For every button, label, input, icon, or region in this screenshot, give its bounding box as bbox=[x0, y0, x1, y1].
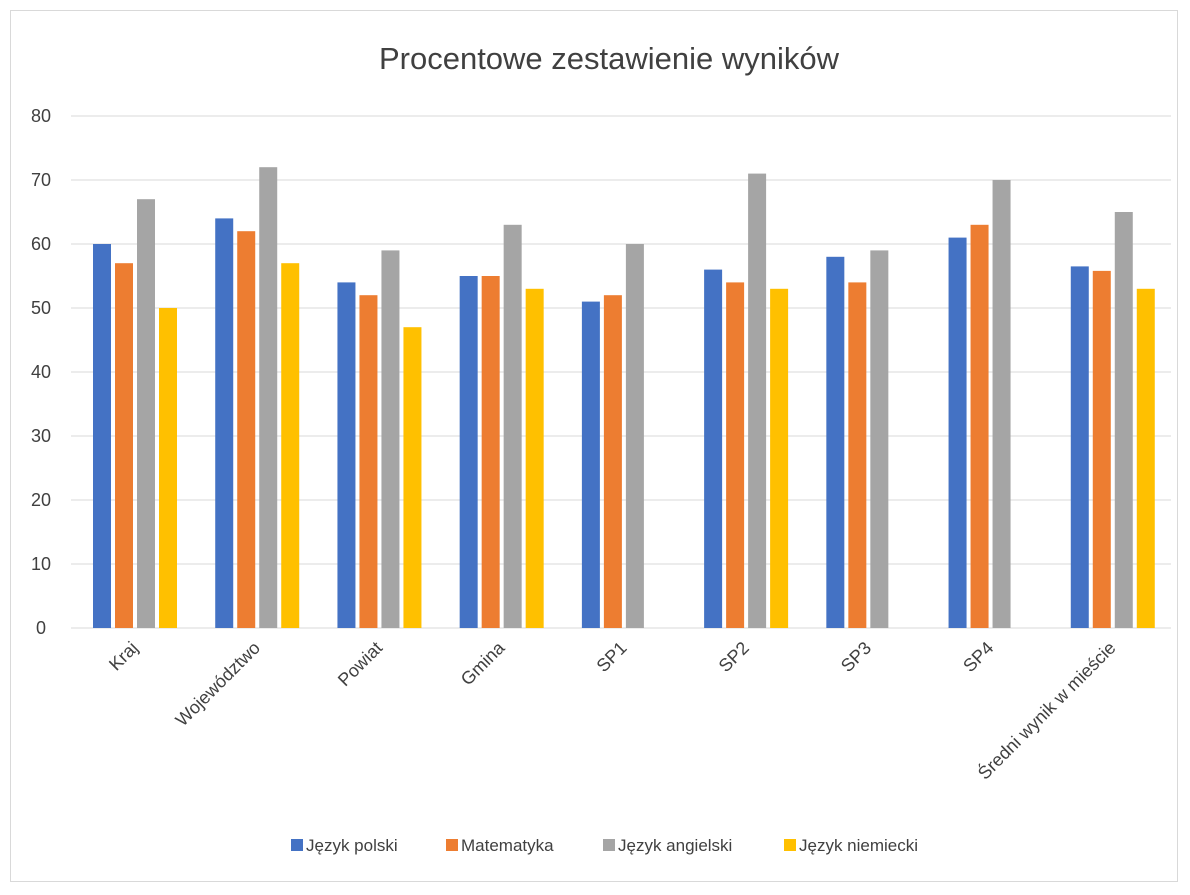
x-category-label: Województwo bbox=[172, 638, 264, 730]
legend-item-matematyka: Matematyka bbox=[446, 836, 554, 855]
x-category-label: Powiat bbox=[334, 638, 386, 690]
chart-frame: Procentowe zestawienie wyników 0 10 20 30 40… bbox=[10, 10, 1178, 882]
x-category-label: Kraj bbox=[105, 638, 142, 675]
bar-jezyk-angielski-sp1 bbox=[625, 244, 644, 628]
chart-title: Procentowe zestawienie wyników bbox=[379, 41, 840, 76]
bar-jezyk-angielski-sp4 bbox=[992, 180, 1011, 628]
bar-jezyk-polski-sredni-wynik-w-miescie bbox=[1070, 266, 1089, 628]
bar-matematyka-powiat bbox=[359, 295, 378, 628]
bar-jezyk-niemiecki-kraj bbox=[159, 308, 177, 628]
y-tick-label: 60 bbox=[31, 234, 51, 254]
bar-matematyka-sp4 bbox=[970, 224, 989, 629]
legend-swatch bbox=[291, 839, 303, 851]
y-tick-label: 20 bbox=[31, 490, 51, 510]
y-tick-label: 30 bbox=[31, 426, 51, 446]
bar-matematyka-wojewodztwo bbox=[237, 231, 256, 628]
legend-label: Język angielski bbox=[618, 836, 732, 855]
legend-swatch bbox=[446, 839, 458, 851]
bar-jezyk-niemiecki-sp2 bbox=[770, 288, 789, 628]
bar-jezyk-angielski-powiat bbox=[381, 250, 400, 628]
x-axis-categories: Kraj Województwo Powiat Gmina SP1 SP2 SP3 SP4Śr… bbox=[105, 637, 1120, 783]
bar-jezyk-niemiecki-wojewodztwo bbox=[281, 263, 300, 628]
x-category-label: Średni wynik w mieście bbox=[973, 637, 1119, 783]
bar-chart: Procentowe zestawienie wyników 0 10 20 30 40… bbox=[31, 41, 1171, 855]
bar-jezyk-niemiecki-gmina bbox=[525, 288, 544, 628]
bar-jezyk-polski-powiat bbox=[337, 282, 356, 628]
y-tick-label: 70 bbox=[31, 170, 51, 190]
bar-jezyk-polski-wojewodztwo bbox=[215, 218, 234, 628]
legend: Język polski Matematyka Język angielski Jęz… bbox=[291, 836, 918, 855]
x-category-label: SP1 bbox=[593, 638, 631, 676]
bar-jezyk-polski-sp4 bbox=[948, 237, 967, 628]
bar-jezyk-niemiecki-powiat bbox=[403, 327, 422, 628]
bar-jezyk-angielski-wojewodztwo bbox=[259, 167, 278, 628]
y-tick-label: 10 bbox=[31, 554, 51, 574]
bar-jezyk-polski-sp1 bbox=[581, 301, 600, 628]
y-tick-label: 40 bbox=[31, 362, 51, 382]
bar-matematyka-sp2 bbox=[726, 282, 745, 628]
y-axis-ticks: 0 10 20 30 40 50 60 70 80 bbox=[31, 106, 51, 638]
bar-matematyka-sredni-wynik-w-miescie bbox=[1092, 270, 1111, 628]
bar-jezyk-angielski-gmina bbox=[503, 224, 522, 629]
x-category-label: SP2 bbox=[715, 638, 753, 676]
bar-matematyka-sp3 bbox=[848, 282, 867, 628]
y-tick-label: 50 bbox=[31, 298, 51, 318]
x-category-label: Gmina bbox=[457, 637, 509, 689]
y-tick-label: 80 bbox=[31, 106, 51, 126]
bar-jezyk-angielski-sp3 bbox=[870, 250, 889, 628]
bar-jezyk-polski-sp2 bbox=[704, 269, 723, 628]
x-category-label: SP4 bbox=[959, 638, 997, 676]
bar-matematyka-sp1 bbox=[603, 295, 622, 628]
bar-jezyk-niemiecki-sredni-wynik-w-miescie bbox=[1136, 288, 1155, 628]
bar-jezyk-polski-kraj bbox=[93, 244, 111, 628]
legend-swatch bbox=[603, 839, 615, 851]
bar-jezyk-polski-gmina bbox=[459, 276, 478, 628]
bar-jezyk-angielski-sredni-wynik-w-miescie bbox=[1114, 212, 1133, 628]
bar-jezyk-polski-sp3 bbox=[826, 256, 845, 628]
legend-label: Matematyka bbox=[461, 836, 554, 855]
legend-swatch bbox=[784, 839, 796, 851]
bar-matematyka-gmina bbox=[481, 276, 500, 628]
legend-label: Język polski bbox=[306, 836, 398, 855]
bar-jezyk-angielski-kraj bbox=[137, 199, 155, 628]
legend-label: Język niemiecki bbox=[799, 836, 918, 855]
y-tick-label: 0 bbox=[36, 618, 46, 638]
legend-item-jezyk-polski: Język polski bbox=[291, 836, 398, 855]
bar-matematyka-kraj bbox=[115, 263, 133, 628]
legend-item-jezyk-angielski: Język angielski bbox=[603, 836, 732, 855]
bars bbox=[93, 167, 1155, 629]
x-category-label: SP3 bbox=[837, 638, 875, 676]
legend-item-jezyk-niemiecki: Język niemiecki bbox=[784, 836, 918, 855]
bar-jezyk-angielski-sp2 bbox=[748, 173, 767, 628]
